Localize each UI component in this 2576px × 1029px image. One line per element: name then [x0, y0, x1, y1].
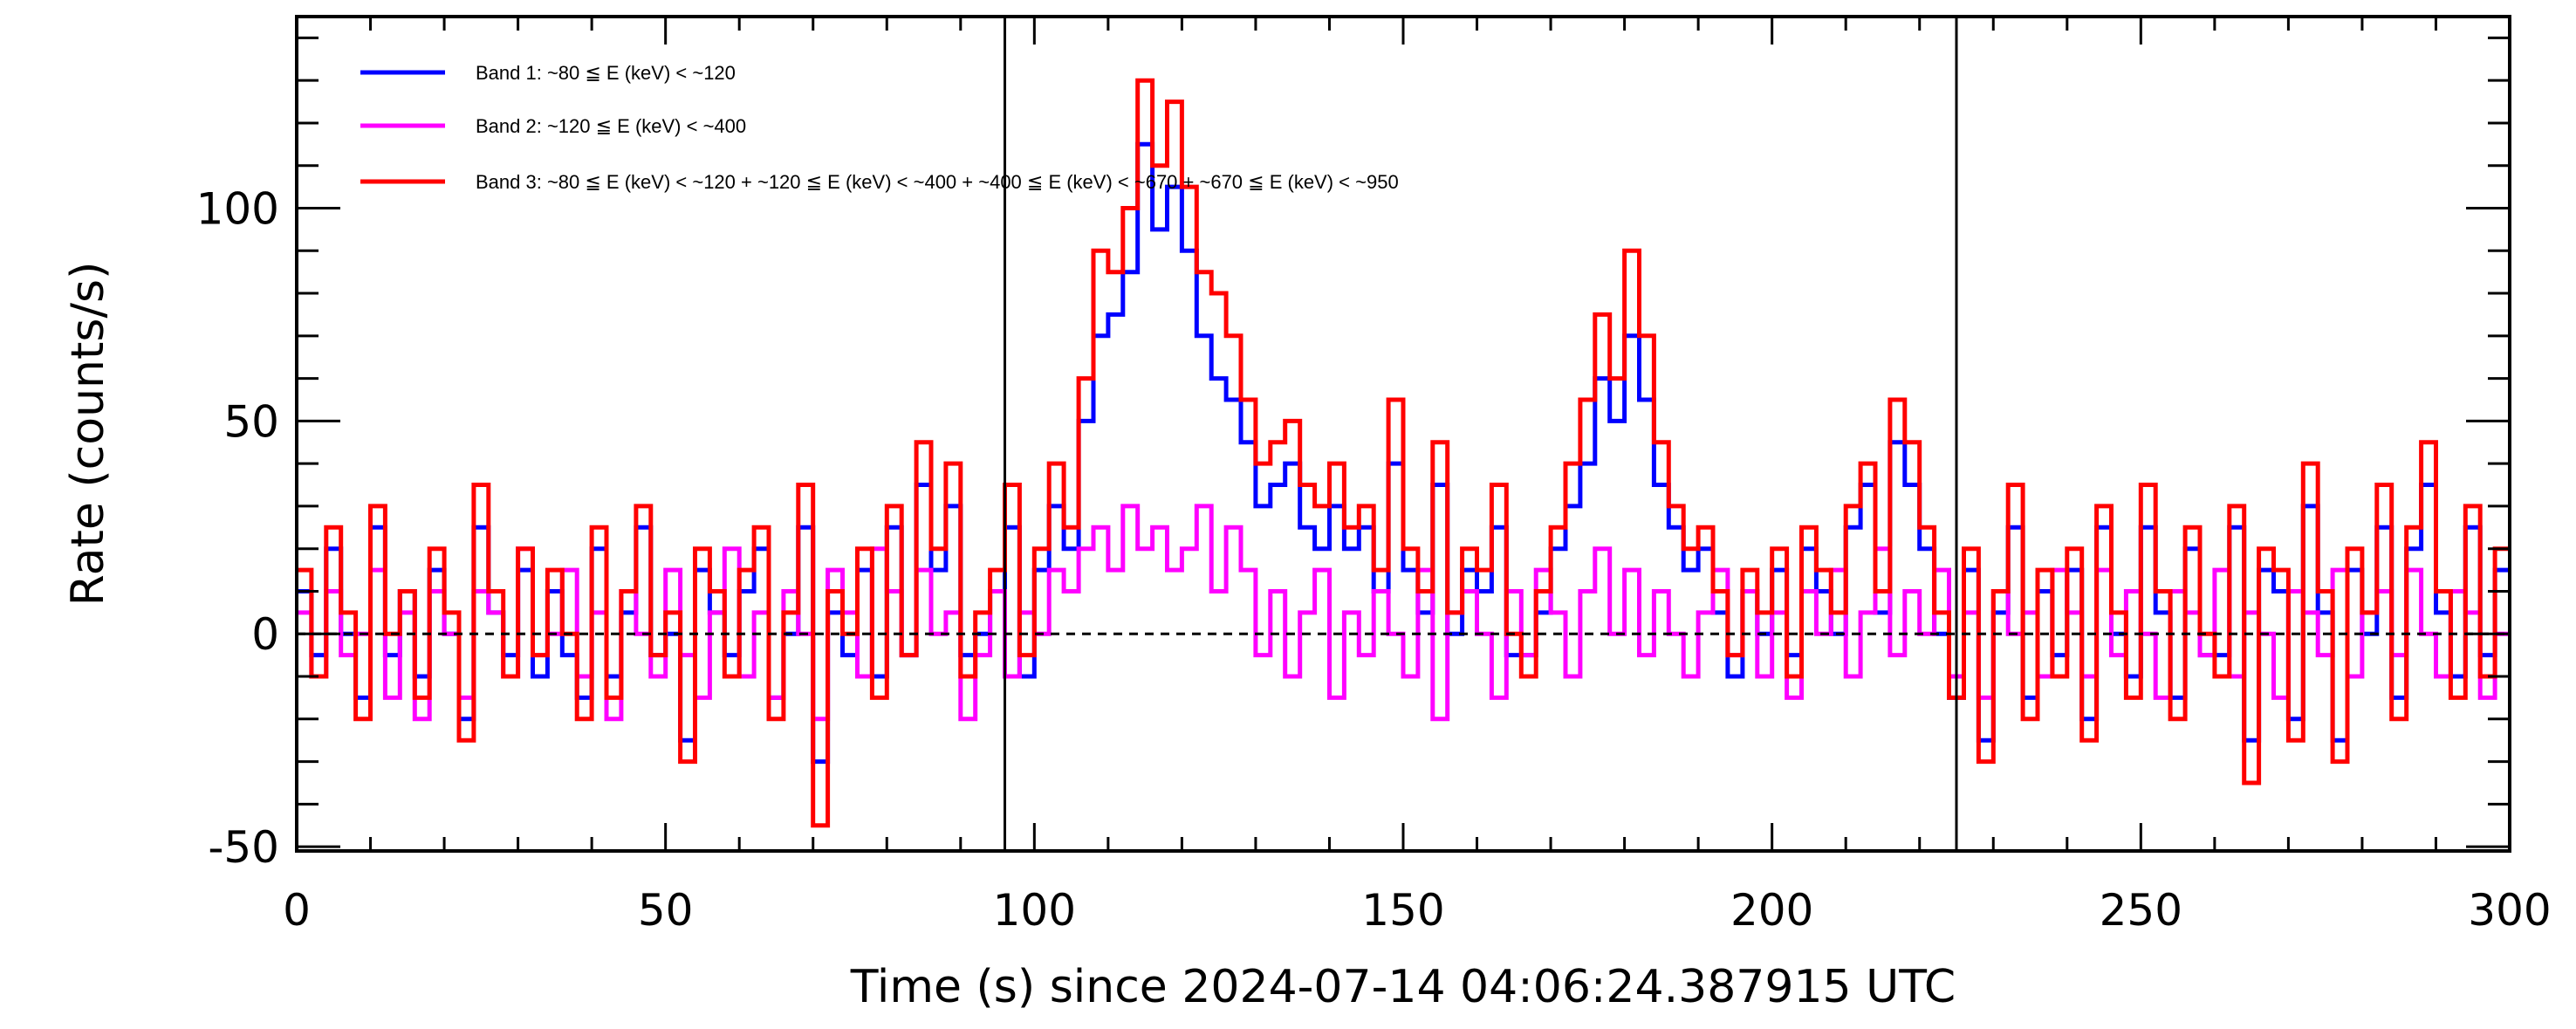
x-tick-label: 100 — [993, 885, 1076, 936]
x-axis-title: Time (s) since 2024-07-14 04:06:24.38791… — [850, 961, 1956, 1013]
legend: Band 1: ~80 ≦ E (keV) < ~120 Band 2: ~120… — [360, 62, 1399, 193]
x-tick-label: 250 — [2100, 885, 2182, 936]
x-tick-label: 200 — [1730, 885, 1813, 936]
series-layer — [297, 78, 2510, 828]
x-tick-label: 300 — [2468, 885, 2551, 936]
x-tick-label: 50 — [638, 885, 694, 936]
y-tick-label: 50 — [223, 396, 279, 447]
series-line-band-3 — [297, 78, 2510, 828]
y-tick-label: -50 — [208, 822, 279, 873]
x-tick-label: 150 — [1361, 885, 1444, 936]
y-axis-title: Rate (counts/s) — [62, 262, 114, 607]
x-tick-label: 0 — [283, 885, 311, 936]
vertical-reference-lines — [1004, 17, 1958, 851]
legend-label-band-1: Band 1: ~80 ≦ E (keV) < ~120 — [476, 62, 736, 84]
y-tick-labels: -50 0 50 100 — [196, 183, 279, 873]
x-tick-labels: 0 50 100 150 200 250 300 — [283, 885, 2552, 936]
legend-label-band-2: Band 2: ~120 ≦ E (keV) < ~400 — [476, 115, 746, 137]
y-tick-label: 0 — [251, 609, 279, 660]
legend-label-band-3: Band 3: ~80 ≦ E (keV) < ~120 + ~120 ≦ E … — [476, 171, 1399, 193]
y-tick-label: 100 — [196, 183, 279, 234]
axis-ticks — [295, 17, 2511, 851]
